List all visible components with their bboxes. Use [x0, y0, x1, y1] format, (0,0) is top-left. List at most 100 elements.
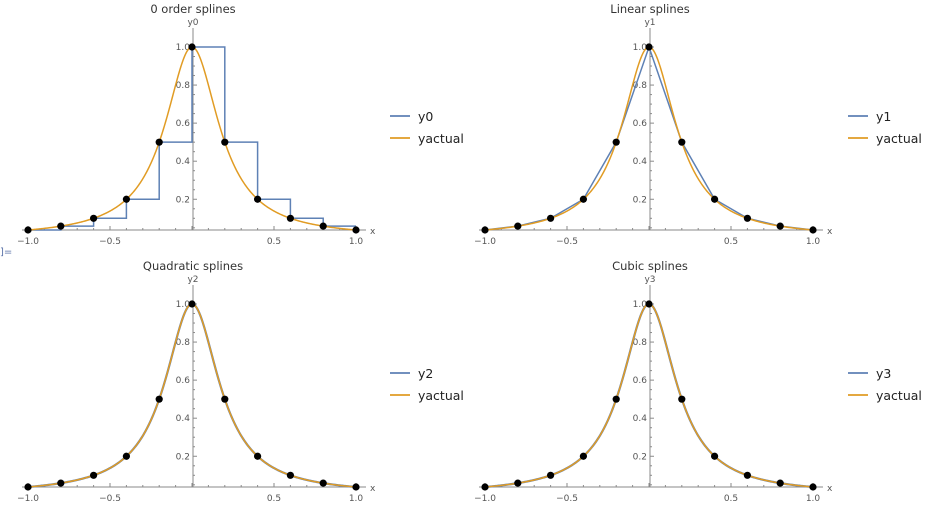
data-point: [155, 395, 163, 403]
data-point: [122, 452, 130, 460]
legend: y2 yactual: [390, 366, 464, 403]
legend-item-actual: yactual: [390, 131, 464, 146]
data-point: [809, 483, 817, 491]
legend-item-spline: y1: [848, 109, 891, 124]
legend-item-actual: yactual: [848, 388, 922, 403]
y-tick-label: 0.8: [633, 81, 648, 91]
y-tick-label: 0.6: [633, 376, 648, 386]
y-axis-label: y1: [644, 18, 655, 28]
data-point: [286, 214, 294, 222]
chart-title: Linear splines: [610, 2, 689, 16]
x-tick-label: 0.5: [267, 494, 281, 504]
legend-item-spline: y3: [848, 366, 891, 381]
data-point: [711, 452, 719, 460]
data-point: [678, 138, 686, 146]
x-tick-label: 1.0: [806, 494, 821, 504]
cell-label-fragment: ]=: [0, 247, 13, 258]
series-line-y3: [484, 302, 814, 489]
series-line-y0: [28, 46, 356, 231]
data-point: [743, 471, 752, 479]
x-tick-label: −0.5: [99, 237, 121, 247]
data-point: [514, 479, 522, 487]
legend-item-spline: y0: [390, 109, 433, 124]
data-point: [286, 471, 294, 479]
y-tick-label: 0.6: [633, 119, 648, 129]
chart-panel-4: Cubic splines y3 x −1.0 −0.5 0.5 1.0 0.2 0.4 0.6 0…: [474, 259, 922, 504]
data-point: [319, 222, 327, 230]
y-tick-label: 0.4: [176, 414, 191, 424]
data-point: [221, 138, 229, 146]
data-point: [352, 226, 360, 234]
y-axis-label: y3: [644, 275, 655, 285]
data-point: [776, 479, 784, 487]
legend-label: yactual: [876, 388, 922, 403]
y-tick-label: 0.2: [633, 195, 647, 205]
legend-label: yactual: [418, 131, 464, 146]
legend-label: yactual: [876, 131, 922, 146]
data-point: [547, 471, 555, 479]
data-point: [188, 43, 196, 51]
y-tick-label: 0.6: [176, 376, 191, 386]
legend: y3 yactual: [848, 366, 922, 403]
data-point: [90, 214, 98, 222]
data-point: [743, 214, 752, 222]
y-tick-label: 0.2: [176, 452, 190, 462]
chart-title: Quadratic splines: [143, 259, 243, 273]
chart-panel-2: Linear splines y1 x −1.0 −0.5 0.5 1.0 0.2 0.4 0.6…: [474, 2, 922, 247]
data-point: [547, 214, 555, 222]
y-tick-label: 0.8: [176, 338, 191, 348]
x-tick-label: −1.0: [474, 237, 496, 247]
x-tick-label: −0.5: [556, 494, 578, 504]
x-axis-label: x: [370, 484, 376, 494]
y-tick-label: 0.8: [633, 338, 648, 348]
data-point: [776, 222, 784, 230]
x-tick-label: −1.0: [474, 494, 496, 504]
data-point: [809, 226, 817, 234]
y-tick-label: 0.6: [176, 119, 191, 129]
x-tick-label: −0.5: [99, 494, 121, 504]
data-point: [24, 483, 32, 491]
x-tick-label: 1.0: [806, 237, 821, 247]
chart-panel-3: Quadratic splines y2 x −1.0 −0.5 0.5 1.0 0.2 0.4…: [17, 259, 464, 504]
data-point: [579, 195, 588, 203]
legend-label: y1: [876, 109, 891, 124]
data-point: [481, 226, 489, 234]
x-tick-label: 0.5: [724, 237, 738, 247]
x-tick-label: 1.0: [349, 494, 364, 504]
data-point: [57, 222, 65, 230]
data-point: [352, 483, 360, 491]
data-point: [711, 195, 719, 203]
y-tick-label: 1.0: [633, 43, 648, 53]
series-line-y2: [27, 302, 357, 489]
y-axis-label: y2: [187, 275, 198, 285]
y-tick-label: 0.4: [176, 157, 191, 167]
x-tick-label: −1.0: [17, 237, 39, 247]
legend-label: y2: [418, 366, 433, 381]
data-point: [254, 452, 262, 460]
legend-item-spline: y2: [390, 366, 433, 381]
y-tick-label: 0.4: [633, 157, 648, 167]
y-tick-label: 1.0: [176, 300, 191, 310]
series-line-yactual: [484, 46, 814, 231]
data-point: [90, 471, 98, 479]
x-axis-label: x: [370, 227, 376, 237]
legend-label: y0: [418, 109, 433, 124]
y-tick-label: 0.8: [176, 81, 191, 91]
x-axis-label: x: [827, 484, 833, 494]
data-point: [645, 300, 653, 308]
y-tick-label: 0.4: [633, 414, 648, 424]
x-tick-label: 0.5: [267, 237, 281, 247]
data-point: [155, 138, 163, 146]
data-point: [24, 226, 32, 234]
data-point: [122, 195, 130, 203]
y-tick-label: 1.0: [633, 300, 648, 310]
data-point: [481, 483, 489, 491]
legend-label: yactual: [418, 388, 464, 403]
x-tick-label: 0.5: [724, 494, 738, 504]
data-point: [579, 452, 588, 460]
y-tick-label: 0.2: [176, 195, 190, 205]
legend-item-actual: yactual: [848, 131, 922, 146]
x-axis-label: x: [827, 227, 833, 237]
data-point: [254, 195, 262, 203]
series-line-yactual: [484, 303, 814, 488]
